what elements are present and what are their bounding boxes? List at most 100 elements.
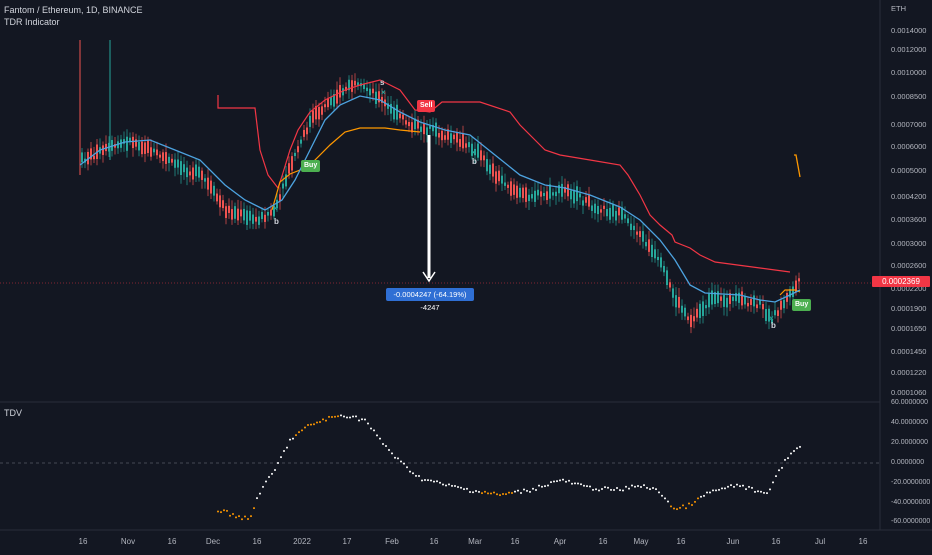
candle (447, 129, 449, 140)
tdv-dot (610, 488, 612, 491)
candle (456, 132, 458, 143)
candle (375, 91, 377, 104)
tdv-dot (349, 416, 351, 419)
candle (315, 105, 317, 120)
candle (156, 149, 158, 156)
tdv-dot (592, 488, 594, 491)
tdv-dot (547, 484, 549, 487)
candle (417, 119, 419, 129)
candle (753, 295, 755, 307)
candle (216, 193, 218, 202)
candle (237, 208, 239, 221)
candle (549, 184, 551, 199)
indicator-title[interactable]: TDR Indicator (4, 17, 60, 27)
tdv-dot (328, 415, 330, 418)
tdv-dot (709, 491, 711, 494)
candle (555, 191, 557, 197)
moving-average-line (79, 95, 801, 303)
candle (219, 195, 221, 208)
candle (780, 300, 782, 310)
candle (510, 181, 512, 196)
tdv-dot (664, 497, 666, 500)
tdv-dot (418, 475, 420, 478)
tdv-dot (508, 491, 510, 494)
tdv-dot (286, 446, 288, 449)
candle (327, 98, 329, 108)
tdv-dot (694, 500, 696, 503)
candle (225, 206, 227, 218)
tdv-dot (445, 484, 447, 487)
candle (309, 115, 311, 127)
price-axis-label: 0.0001900 (891, 304, 926, 313)
candle (732, 296, 734, 301)
candle (513, 184, 515, 195)
candle (387, 103, 389, 109)
candle (645, 241, 647, 247)
candle (531, 194, 533, 199)
candle (480, 150, 482, 161)
tdv-dot (244, 515, 246, 518)
candle (426, 127, 428, 136)
tdv-dot (241, 518, 243, 521)
candle (429, 125, 431, 129)
candle (492, 163, 494, 177)
tdv-dot (643, 484, 645, 487)
candle (414, 118, 416, 130)
tdv-pane-title[interactable]: TDV (4, 408, 22, 418)
tdv-dot (685, 507, 687, 510)
tdv-dot (424, 478, 426, 481)
tdv-dot (292, 437, 294, 440)
tdv-axis-label: 0.0000000 (891, 459, 924, 466)
tdv-dot (367, 422, 369, 425)
symbol-title[interactable]: Fantom / Ethereum, 1D, BINANCE (4, 5, 143, 15)
marker-b-2: b (472, 157, 477, 166)
tdv-dot (340, 414, 342, 417)
candle (729, 293, 731, 304)
tdv-dot (310, 423, 312, 426)
candle (717, 291, 719, 304)
candle (102, 145, 104, 155)
tdv-dot (688, 502, 690, 505)
tdv-dot (376, 434, 378, 437)
candle (444, 135, 446, 140)
candle (378, 91, 380, 103)
candle (579, 193, 581, 198)
candle (726, 297, 728, 308)
tdv-dot (706, 491, 708, 494)
candle (141, 141, 143, 155)
candle (654, 249, 656, 259)
tdv-dot (283, 450, 285, 453)
candle (432, 125, 434, 132)
price-axis-label: 0.0004200 (891, 192, 926, 201)
candle (282, 183, 284, 189)
candle (582, 200, 584, 206)
candle (687, 316, 689, 321)
tdv-dot (763, 491, 765, 494)
candle (249, 210, 251, 221)
candle (783, 299, 785, 309)
candle (678, 296, 680, 308)
candle (129, 137, 131, 141)
candle (648, 239, 650, 252)
price-axis-label: 0.0008500 (891, 92, 926, 101)
tdv-dot (760, 490, 762, 493)
candle (246, 210, 248, 225)
candle (612, 204, 614, 217)
tdv-dot (628, 487, 630, 490)
time-axis-label: 16 (253, 537, 262, 546)
candle (258, 216, 260, 225)
price-axis-label: 0.0005000 (891, 166, 926, 175)
candle (771, 319, 773, 324)
tdv-dot (607, 486, 609, 489)
tdv-dot (406, 466, 408, 469)
candle (681, 305, 683, 313)
candle (408, 121, 410, 127)
tdv-dot (511, 491, 513, 494)
candle (486, 159, 488, 172)
candle (519, 187, 521, 198)
candle (525, 187, 527, 202)
tdv-dot (343, 415, 345, 418)
tdv-dot (220, 511, 222, 514)
